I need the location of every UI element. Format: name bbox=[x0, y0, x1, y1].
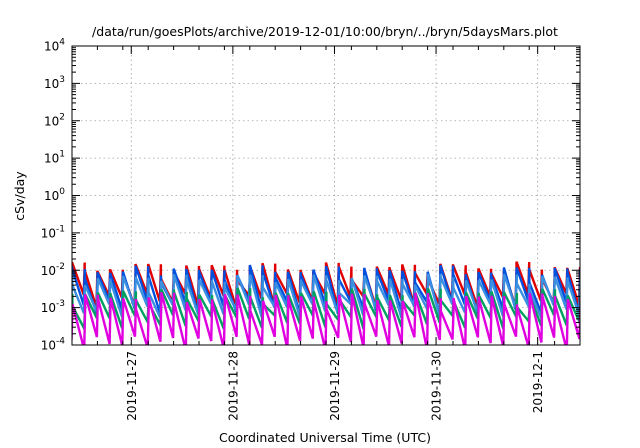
y-tick-label: 100 bbox=[44, 187, 65, 203]
x-tick-label: 2019-11-28 bbox=[226, 351, 240, 421]
y-tick-label: 10-2 bbox=[41, 262, 65, 278]
x-axis-label: Coordinated Universal Time (UTC) bbox=[219, 430, 431, 445]
y-tick-label: 103 bbox=[44, 75, 65, 91]
x-tick-label: 2019-11-29 bbox=[328, 351, 342, 421]
y-tick-label: 10-4 bbox=[41, 337, 66, 353]
y-tick-labels: 10-4 10-3 10-2 10-1 100 101 102 103 104 bbox=[41, 38, 66, 353]
axis-ticks bbox=[71, 45, 581, 346]
y-tick-label: 101 bbox=[44, 150, 65, 166]
x-tick-label: 2019-11-27 bbox=[125, 351, 139, 421]
y-axis-label: cSv/day bbox=[12, 171, 27, 221]
y-tick-label: 104 bbox=[44, 38, 65, 54]
y-tick-label: 102 bbox=[44, 112, 65, 128]
x-tick-labels: 2019-11-27 2019-11-28 2019-11-29 2019-11-30… bbox=[125, 351, 545, 421]
x-tick-label: 2019-12-1 bbox=[531, 351, 545, 413]
series-group bbox=[72, 261, 580, 345]
y-tick-label: 10-3 bbox=[41, 299, 65, 315]
y-tick-label: 10-1 bbox=[41, 224, 65, 240]
x-tick-label: 2019-11-30 bbox=[430, 351, 444, 421]
series-line bbox=[72, 292, 580, 345]
chart-title: /data/run/goesPlots/archive/2019-12-01/1… bbox=[92, 24, 558, 39]
